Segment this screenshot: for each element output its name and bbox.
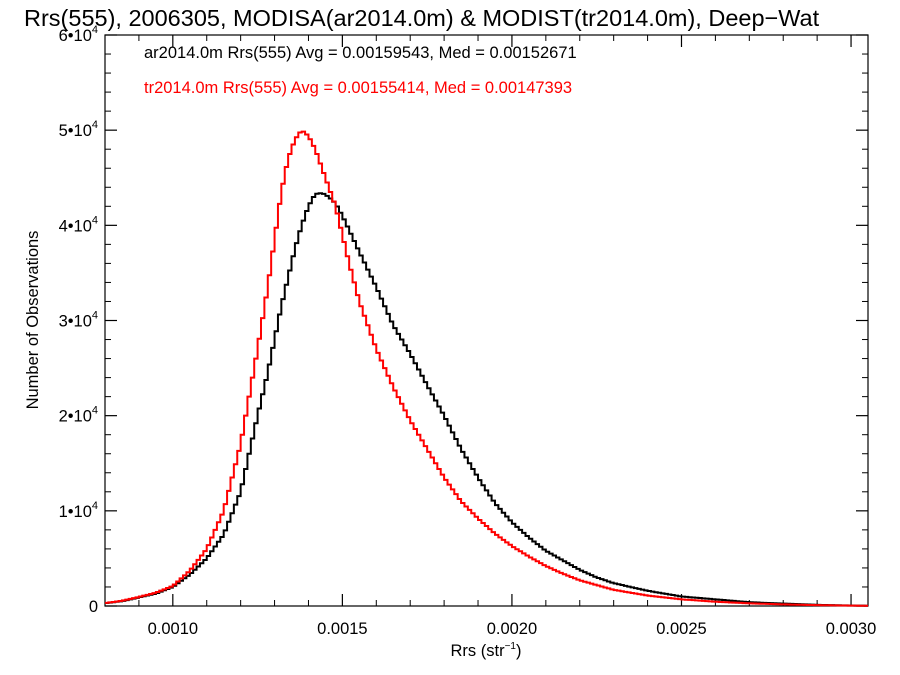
- histogram-series: [105, 130, 868, 607]
- y-tick-base: 4•10: [59, 217, 92, 235]
- y-tick-base: 6•10: [59, 27, 92, 45]
- x-axis-ticks: 0.0010 0.0015 0.0020 0.0025 0.0030: [104, 35, 876, 638]
- y-tick-label: 0: [89, 598, 98, 616]
- x-axis-label-suffix: ): [516, 642, 522, 660]
- x-tick-label: 0.0020: [487, 620, 537, 638]
- x-tick-label: 0.0010: [148, 620, 198, 638]
- y-tick-base: 0: [89, 598, 98, 616]
- y-tick-label: 6•104: [59, 24, 98, 45]
- legend-annotation-ar2014: ar2014.0m Rrs(555) Avg = 0.00159543, Med…: [144, 44, 577, 62]
- y-tick-base: 1•10: [59, 503, 92, 521]
- x-tick-label: 0.0015: [317, 620, 367, 638]
- series-line-ar2014: [105, 192, 868, 607]
- y-tick-exponent: 4: [92, 310, 98, 322]
- y-tick-exponent: 4: [92, 500, 98, 512]
- y-tick-exponent: 4: [92, 24, 98, 36]
- y-tick-base: 2•10: [59, 408, 92, 426]
- y-tick-base: 3•10: [59, 313, 92, 331]
- x-axis-label: Rrs (str−1): [451, 641, 522, 660]
- series-line-tr2014: [105, 130, 868, 607]
- y-tick-exponent: 4: [92, 405, 98, 417]
- y-tick-label: 4•104: [59, 214, 98, 235]
- x-axis-label-main: Rrs (str: [451, 642, 506, 660]
- y-tick-label: 3•104: [59, 310, 98, 331]
- y-tick-label: 1•104: [59, 500, 98, 521]
- y-axis-label: Number of Observations: [24, 231, 42, 410]
- chart-title: Rrs(555), 2006305, MODISA(ar2014.0m) & M…: [24, 5, 820, 31]
- x-axis-label-superscript: −1: [505, 641, 517, 652]
- y-tick-exponent: 4: [92, 214, 98, 226]
- y-tick-label: 5•104: [59, 119, 98, 140]
- x-tick-label: 0.0030: [826, 620, 876, 638]
- y-tick-base: 5•10: [59, 122, 92, 140]
- y-tick-exponent: 4: [92, 119, 98, 131]
- x-tick-label: 0.0025: [656, 620, 706, 638]
- legend-annotation-tr2014: tr2014.0m Rrs(555) Avg = 0.00155414, Med…: [144, 79, 572, 97]
- y-tick-label: 2•104: [59, 405, 98, 426]
